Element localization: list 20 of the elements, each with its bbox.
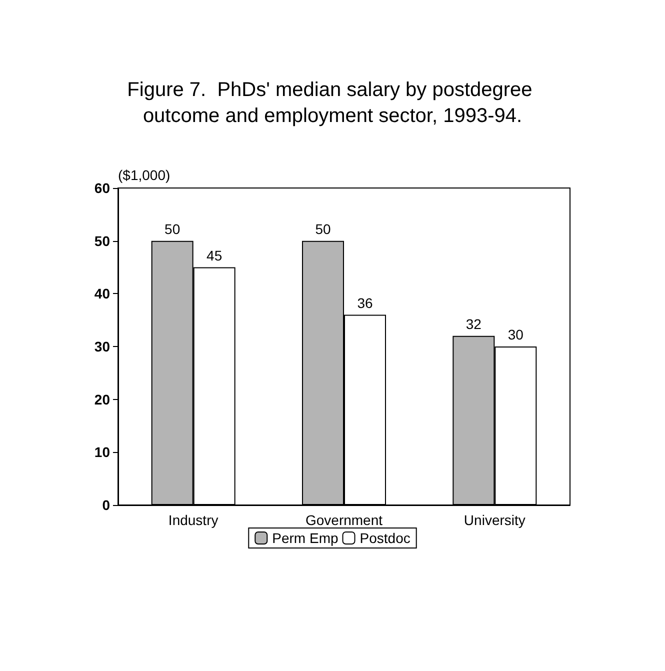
y-tick-label: 30 [94,338,110,354]
y-tick-label: 50 [94,232,110,249]
y-tick-label: 40 [94,286,110,302]
data-label: 32 [466,316,482,332]
y-tick-label: 60 [94,180,110,196]
data-label: 50 [164,220,180,237]
data-label: 30 [508,326,524,342]
legend-label: Perm Emp [272,530,338,546]
y-tick-label: 10 [94,444,110,460]
data-label: 45 [206,247,222,264]
y-tick-label: 20 [94,391,110,408]
x-tick-label: University [464,512,526,528]
x-tick-label: Government [305,512,383,528]
data-label: 36 [357,294,373,311]
y-axis-title: ($1,000) [118,167,170,183]
legend-label: Postdoc [360,530,410,546]
x-tick-label: Industry [168,512,218,528]
chart-title: Figure 7. PhDs' median salary by postdegree outcome and employment sector, 1993-94. [127,79,538,127]
data-label: 50 [315,220,331,237]
y-tick-label: 0 [102,497,110,513]
